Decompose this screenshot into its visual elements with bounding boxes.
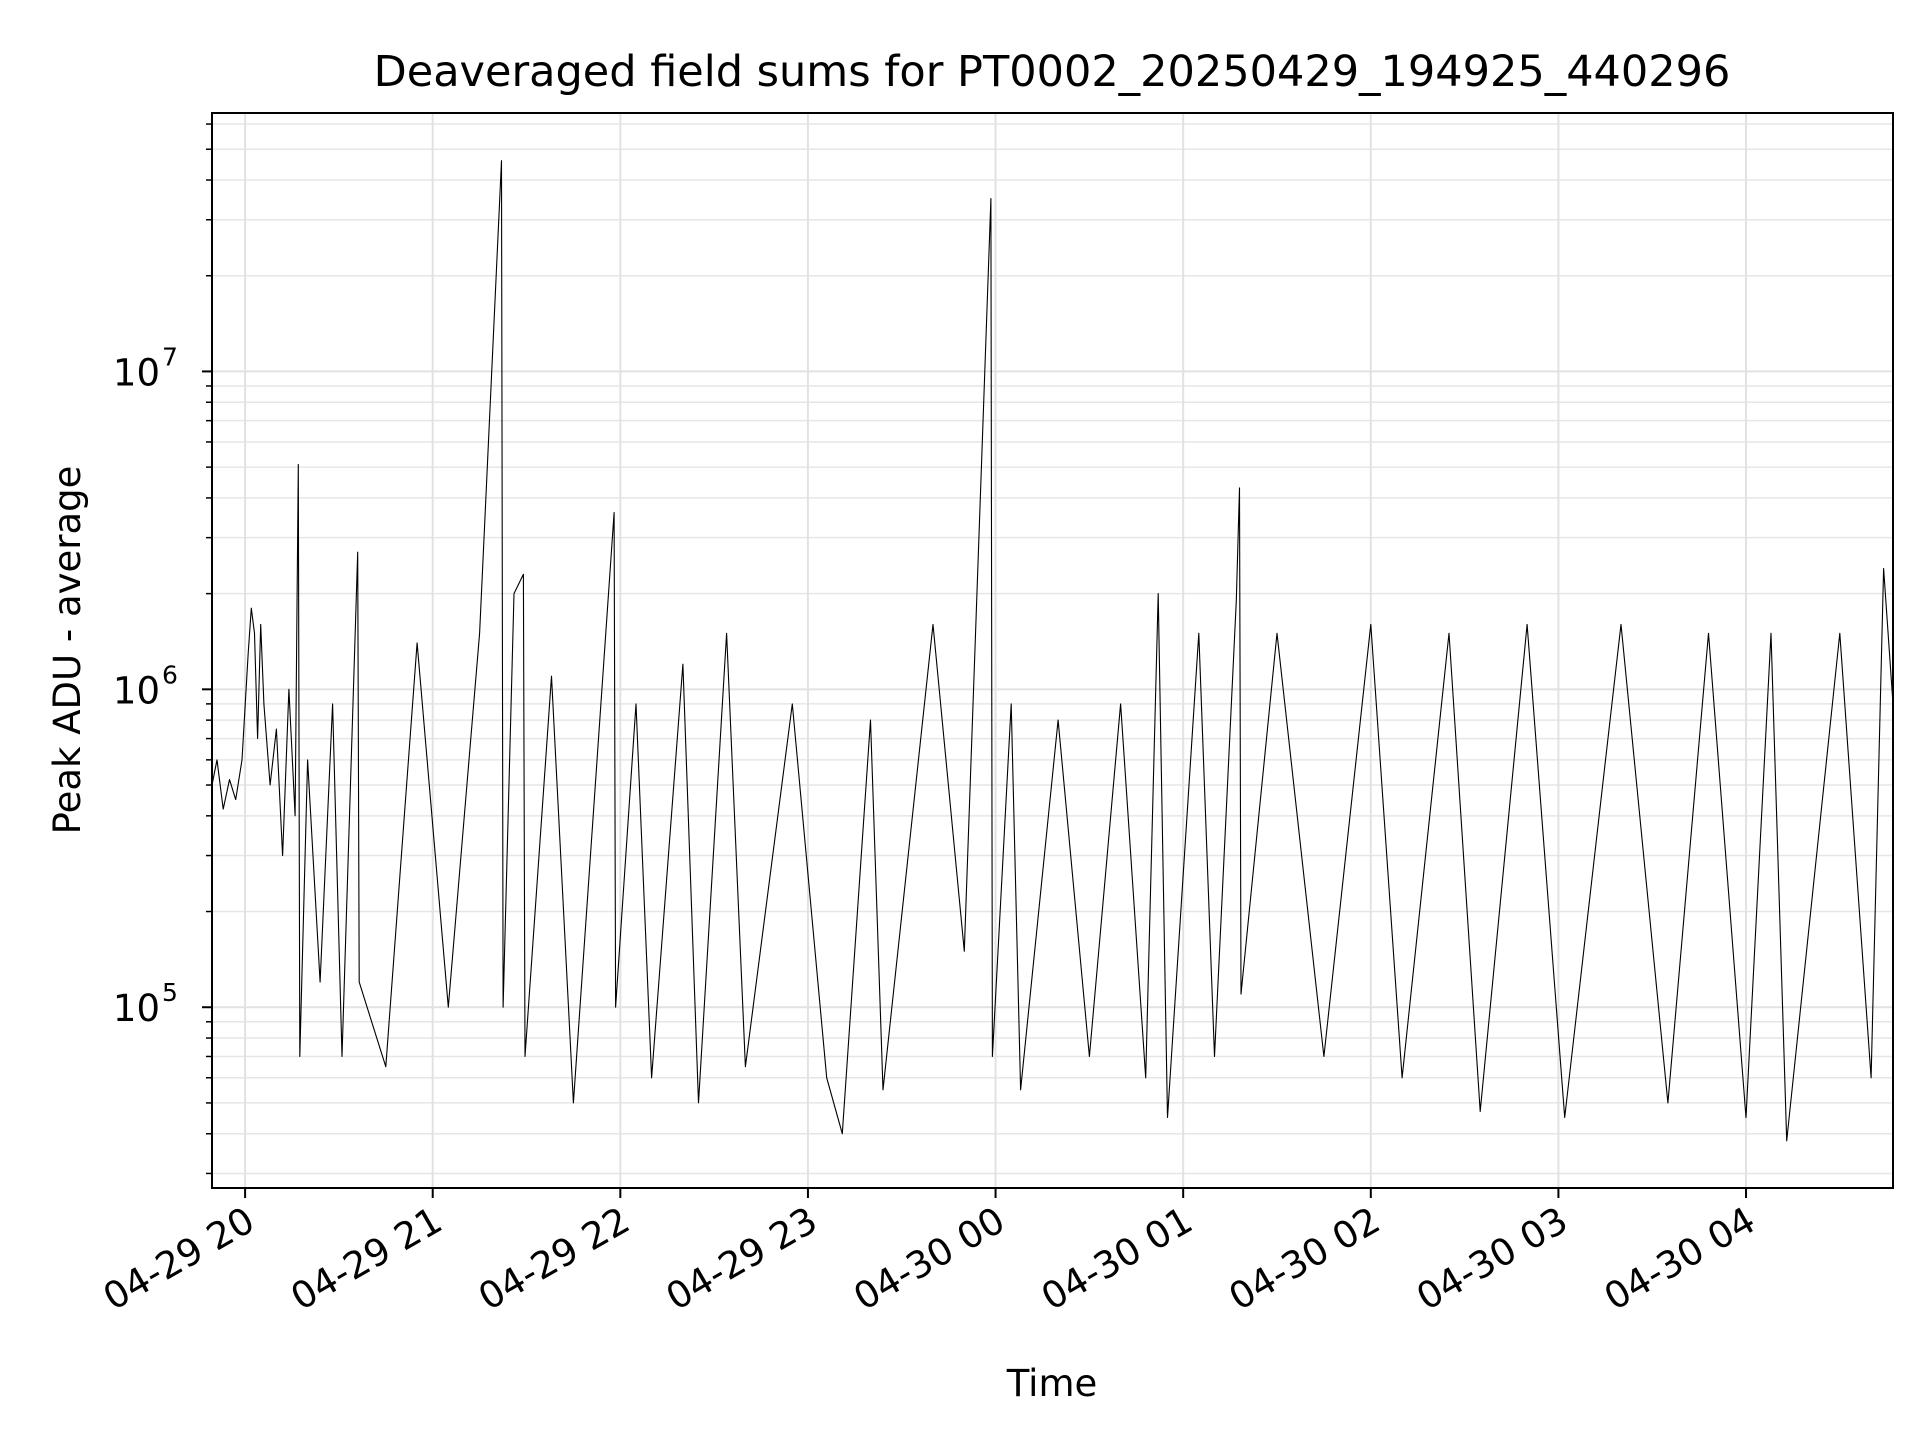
series-line: [212, 160, 1893, 1142]
y-tick-label: 10: [113, 987, 160, 1030]
plot-frame: [211, 112, 1894, 1189]
y-tick-exponent: 6: [162, 660, 178, 689]
x-axis: 04-29 20 04-29 21 04-29 22 04-29 23 04-30 00…: [96, 1188, 1763, 1319]
y-tick-label: 10: [113, 669, 160, 712]
plot-area: [211, 112, 1894, 1189]
x-tick-label: 04-30 04: [1597, 1199, 1763, 1319]
x-tick-label: 04-30 00: [846, 1199, 1012, 1319]
x-tick-label: 04-29 22: [471, 1199, 637, 1319]
y-tick-exponent: 5: [162, 978, 178, 1007]
x-tick-label: 04-30 03: [1409, 1199, 1575, 1319]
x-tick-label: 04-29 23: [659, 1199, 825, 1319]
y-axis-label: Peak ADU - average: [46, 466, 89, 835]
grid: [212, 113, 1893, 1188]
chart-title: Deaveraged field sums for PT0002_2025042…: [374, 47, 1731, 97]
y-tick-exponent: 7: [162, 342, 178, 371]
x-tick-label: 04-29 20: [96, 1199, 262, 1319]
x-tick-label: 04-30 02: [1222, 1199, 1388, 1319]
x-tick-label: 04-29 21: [284, 1199, 450, 1319]
x-axis-label: Time: [1006, 1362, 1098, 1405]
y-tick-label: 10: [113, 351, 160, 394]
x-tick-label: 04-30 01: [1034, 1199, 1200, 1319]
